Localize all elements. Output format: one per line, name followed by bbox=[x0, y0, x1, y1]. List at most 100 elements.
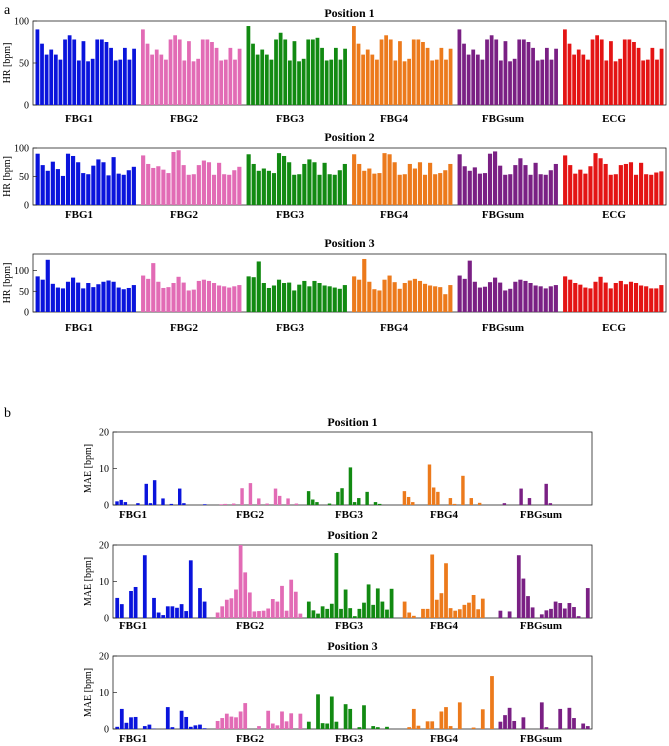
bar-fbg2-16 bbox=[210, 42, 214, 105]
bar-fbg1-18 bbox=[121, 174, 126, 205]
bar-fbg3-7 bbox=[276, 153, 282, 205]
bar-fbg1-9 bbox=[76, 162, 81, 205]
bar-ecg-12 bbox=[613, 61, 618, 105]
bar-fbg2-18 bbox=[227, 174, 232, 205]
group-label-fbg1: FBG1 bbox=[119, 620, 147, 632]
group-label-fbg3: FBG3 bbox=[276, 322, 305, 334]
bar-fbg2-6 bbox=[164, 59, 168, 105]
bar-fbg1-9 bbox=[72, 39, 77, 106]
bar-fbg4-13 bbox=[452, 503, 457, 505]
bar-fbg3-3 bbox=[256, 261, 261, 312]
bar-fbgsum-19 bbox=[548, 170, 553, 205]
bar-fbg4-9 bbox=[439, 593, 444, 618]
bar-fbgsum-18 bbox=[576, 616, 581, 618]
bar-fbg3-7 bbox=[276, 279, 282, 312]
bar-fbg4-13 bbox=[412, 168, 417, 205]
bar-fbg1-7 bbox=[63, 39, 67, 106]
bar-fbg2-5 bbox=[229, 598, 234, 618]
bar-fbgsum-8 bbox=[493, 151, 498, 205]
bar-fbg4-11 bbox=[398, 41, 402, 105]
bar-fbg4-18 bbox=[430, 60, 435, 105]
bar-fbg4-11 bbox=[402, 174, 407, 205]
bar-ecg-19 bbox=[654, 172, 659, 205]
bar-ecg-17 bbox=[644, 286, 649, 312]
bar-fbg4-1 bbox=[352, 26, 356, 105]
bar-fbg4-10 bbox=[444, 707, 448, 729]
bar-fbg2-12 bbox=[196, 165, 201, 205]
bar-fbg4-8 bbox=[387, 154, 392, 205]
bar-fbgsum-1 bbox=[498, 610, 503, 618]
bar-fbg3-5 bbox=[325, 608, 330, 619]
bar-fbg4-11 bbox=[402, 283, 407, 312]
bar-ecg-14 bbox=[628, 162, 634, 205]
bar-fbg2-15 bbox=[211, 174, 217, 205]
bar-fbg1-19 bbox=[118, 59, 123, 105]
bar-fbgsum-5 bbox=[516, 555, 521, 618]
bar-fbgsum-4 bbox=[472, 281, 477, 312]
bar-fbgsum-13 bbox=[553, 601, 558, 618]
bar-fbg2-3 bbox=[220, 718, 225, 729]
bar-fbg4-18 bbox=[438, 287, 443, 312]
bar-fbg4-16 bbox=[471, 727, 476, 729]
bar-fbg3-19 bbox=[337, 170, 342, 205]
bar-fbgsum-19 bbox=[540, 59, 545, 105]
bar-fbg3-17 bbox=[380, 601, 385, 618]
bar-fbg1-12 bbox=[165, 606, 170, 618]
bar-fbg4-14 bbox=[411, 39, 416, 106]
plot-area bbox=[32, 147, 667, 206]
bar-fbgsum-4 bbox=[512, 720, 517, 729]
bar-ecg-10 bbox=[608, 288, 613, 312]
bar-ecg-15 bbox=[633, 283, 639, 312]
bar-ecg-10 bbox=[608, 174, 613, 205]
bar-fbg1-1 bbox=[35, 276, 40, 312]
bar-fbg1-2 bbox=[119, 499, 123, 505]
bar-fbg2-3 bbox=[150, 54, 154, 105]
y-tick-label: 100 bbox=[14, 266, 29, 277]
bar-fbg2-16 bbox=[280, 711, 284, 729]
bar-fbg1-3 bbox=[45, 170, 50, 205]
bar-fbgsum-5 bbox=[477, 173, 482, 205]
bar-fbgsum-10 bbox=[539, 614, 544, 618]
bar-fbgsum-18 bbox=[543, 174, 548, 205]
bar-fbg2-17 bbox=[222, 174, 227, 205]
bar-fbg1-7 bbox=[65, 281, 71, 312]
bar-fbg4-16 bbox=[428, 285, 433, 312]
bar-fbgsum-13 bbox=[548, 503, 553, 505]
bar-fbgsum-12 bbox=[508, 61, 512, 105]
bar-ecg-20 bbox=[659, 171, 664, 205]
bar-fbg3-20 bbox=[342, 285, 347, 312]
bar-fbg4-15 bbox=[461, 475, 465, 505]
bar-fbgsum-8 bbox=[530, 607, 535, 618]
bar-fbg1-10 bbox=[81, 288, 86, 312]
bar-fbg4-13 bbox=[457, 609, 462, 618]
bar-fbg2-21 bbox=[294, 503, 299, 505]
bar-fbgsum-9 bbox=[494, 39, 499, 106]
bar-fbg3-8 bbox=[278, 32, 283, 106]
bar-fbg1-2 bbox=[119, 708, 124, 729]
bar-fbg1-15 bbox=[106, 175, 111, 205]
bar-fbgsum-10 bbox=[503, 290, 508, 312]
bar-fbg4-4 bbox=[365, 49, 370, 105]
bar-fbgsum-7 bbox=[526, 596, 530, 618]
group-label-fbgsum: FBGsum bbox=[482, 113, 524, 125]
bar-fbg3-15 bbox=[365, 491, 369, 505]
group-label-ecg: ECG bbox=[602, 322, 626, 334]
bar-fbg3-5 bbox=[325, 723, 330, 729]
bar-fbg4-19 bbox=[477, 502, 482, 505]
bar-fbgsum-3 bbox=[467, 170, 472, 205]
bar-fbgsum-11 bbox=[544, 610, 549, 618]
bar-fbg2-21 bbox=[233, 59, 237, 105]
bar-fbg1-19 bbox=[126, 287, 131, 312]
bar-ecg-4 bbox=[576, 49, 581, 105]
y-tick-label: 10 bbox=[99, 688, 109, 699]
bar-fbg1-20 bbox=[122, 47, 127, 105]
bar-fbg4-6 bbox=[375, 59, 379, 105]
bar-fbgsum-14 bbox=[517, 39, 522, 106]
bar-fbgsum-10 bbox=[498, 60, 503, 105]
bar-ecg-16 bbox=[632, 42, 636, 105]
bar-fbg3-13 bbox=[357, 498, 361, 505]
bar-fbg1-11 bbox=[81, 41, 86, 105]
bar-fbg3-21 bbox=[338, 59, 343, 105]
bar-fbg4-2 bbox=[357, 279, 362, 312]
